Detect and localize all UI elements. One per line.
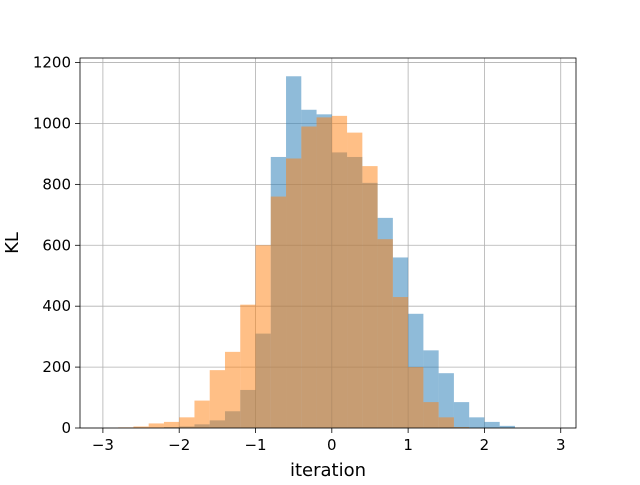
histogram-bar-series-1 — [469, 417, 485, 428]
x-tick-label: 2 — [480, 436, 490, 454]
y-tick-label: 400 — [42, 297, 71, 315]
histogram-bar-series-2 — [408, 367, 424, 428]
histogram-bar-series-2 — [240, 304, 256, 428]
histogram-bar-series-2 — [453, 427, 470, 428]
x-axis-label: iteration — [290, 460, 366, 480]
histogram-bars — [118, 76, 515, 429]
histogram-bar-series-1 — [453, 402, 470, 428]
y-tick-label: 1200 — [33, 54, 71, 72]
histogram-bar-series-2 — [255, 245, 271, 428]
histogram-bar-series-2 — [148, 423, 164, 428]
x-tick-label: −2 — [168, 436, 190, 454]
x-axis-ticks: −3 −2 −1 0 1 2 3 — [92, 428, 566, 454]
y-tick-label: 0 — [61, 419, 71, 437]
histogram-bar-series-1 — [484, 421, 500, 428]
histogram-bar-series-2 — [362, 166, 378, 428]
histogram-bar-series-2 — [163, 421, 180, 428]
x-tick-label: −1 — [244, 436, 266, 454]
histogram-bar-series-2 — [286, 158, 302, 428]
y-tick-label: 200 — [42, 358, 71, 376]
y-tick-label: 800 — [42, 175, 71, 193]
histogram-bar-series-2 — [133, 426, 149, 428]
histogram-bar-series-1 — [438, 373, 454, 428]
histogram-bar-series-2 — [194, 400, 210, 428]
y-axis-ticks: 0 200 400 600 800 1000 1200 — [33, 54, 80, 437]
histogram-bar-series-2 — [301, 126, 317, 428]
y-tick-label: 600 — [42, 236, 71, 254]
histogram-bar-series-1 — [499, 425, 515, 428]
histogram-bar-series-2 — [209, 370, 225, 428]
x-tick-label: 1 — [403, 436, 413, 454]
x-tick-label: −3 — [92, 436, 114, 454]
histogram-bar-series-2 — [224, 351, 241, 428]
y-tick-label: 1000 — [33, 114, 71, 132]
x-tick-label: 0 — [327, 436, 337, 454]
histogram-bar-series-2 — [423, 402, 439, 428]
y-axis-label: KL — [2, 232, 23, 254]
plot-frame — [79, 57, 577, 429]
histogram-bar-series-2 — [438, 417, 454, 428]
histogram-bar-series-2 — [179, 417, 195, 428]
histogram-bar-series-2 — [392, 297, 409, 428]
histogram-bar-series-2 — [377, 239, 393, 428]
histogram-bar-series-2 — [347, 132, 363, 428]
histogram-bar-series-2 — [331, 115, 348, 429]
histogram-bar-series-2 — [316, 117, 332, 428]
x-tick-label: 3 — [556, 436, 566, 454]
histogram-bar-series-2 — [270, 196, 287, 428]
